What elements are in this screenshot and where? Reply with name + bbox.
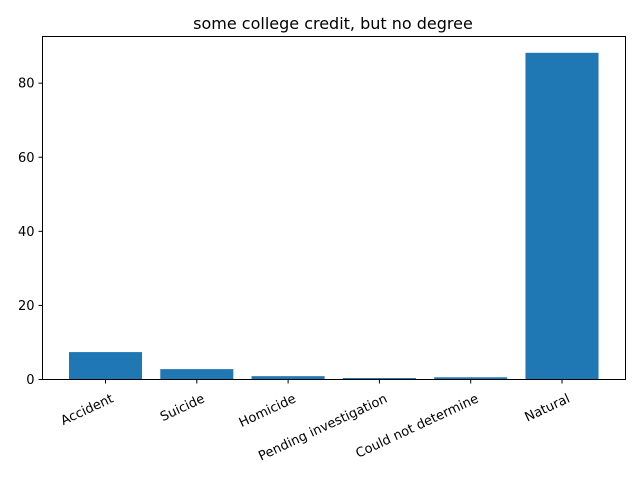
bars-group <box>68 52 599 380</box>
y-tick-label: 60 <box>18 151 35 166</box>
bar-accident <box>68 352 143 380</box>
bar-suicide <box>160 369 234 380</box>
chart-title: some college credit, but no degree <box>193 14 473 33</box>
x-tick-label: Homicide <box>237 392 299 431</box>
bar-natural <box>525 52 599 380</box>
y-tick-label: 80 <box>18 77 35 92</box>
x-tick-label: Accident <box>59 392 116 429</box>
y-tick-label: 0 <box>26 373 34 388</box>
y-tick-label: 20 <box>18 299 35 314</box>
y-axis: 0 20 40 60 80 <box>18 77 43 388</box>
plot-frame <box>42 36 626 380</box>
x-tick-label: Suicide <box>158 392 207 426</box>
x-tick-label: Natural <box>523 392 573 426</box>
y-tick-label: 40 <box>18 225 35 240</box>
bar-could-not-determine <box>434 377 508 380</box>
bar-pending-investigation <box>342 378 416 380</box>
bar-homicide <box>251 376 325 380</box>
